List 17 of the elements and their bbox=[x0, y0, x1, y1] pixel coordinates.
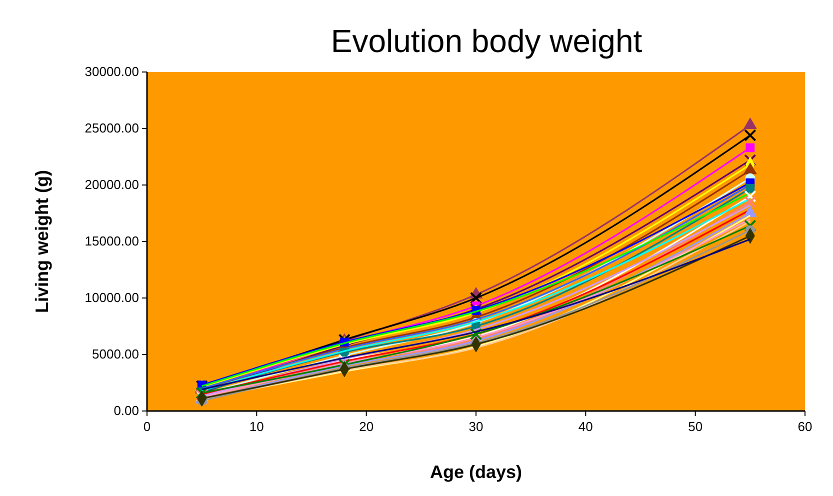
x-tick-label: 0 bbox=[143, 419, 151, 434]
chart-title: Evolution body weight bbox=[330, 23, 642, 59]
x-tick-label: 20 bbox=[359, 419, 374, 434]
y-axis-title: Living weight (g) bbox=[32, 170, 52, 313]
x-tick-label: 50 bbox=[688, 419, 703, 434]
x-axis-title: Age (days) bbox=[430, 462, 522, 482]
y-tick-label: 0.00 bbox=[114, 403, 139, 418]
y-tick-label: 30000.00 bbox=[84, 64, 139, 79]
x-tick-label: 40 bbox=[578, 419, 593, 434]
y-tick-label: 10000.00 bbox=[84, 290, 139, 305]
y-tick-label: 5000.00 bbox=[92, 346, 139, 362]
y-tick-label: 15000.00 bbox=[84, 234, 139, 248]
x-tick-label: 10 bbox=[249, 419, 264, 434]
x-tick-label: 60 bbox=[798, 419, 812, 434]
x-tick-label: 30 bbox=[468, 419, 484, 434]
y-tick-label: 20000.00 bbox=[84, 177, 139, 192]
y-tick-label: 25000.00 bbox=[84, 120, 139, 136]
